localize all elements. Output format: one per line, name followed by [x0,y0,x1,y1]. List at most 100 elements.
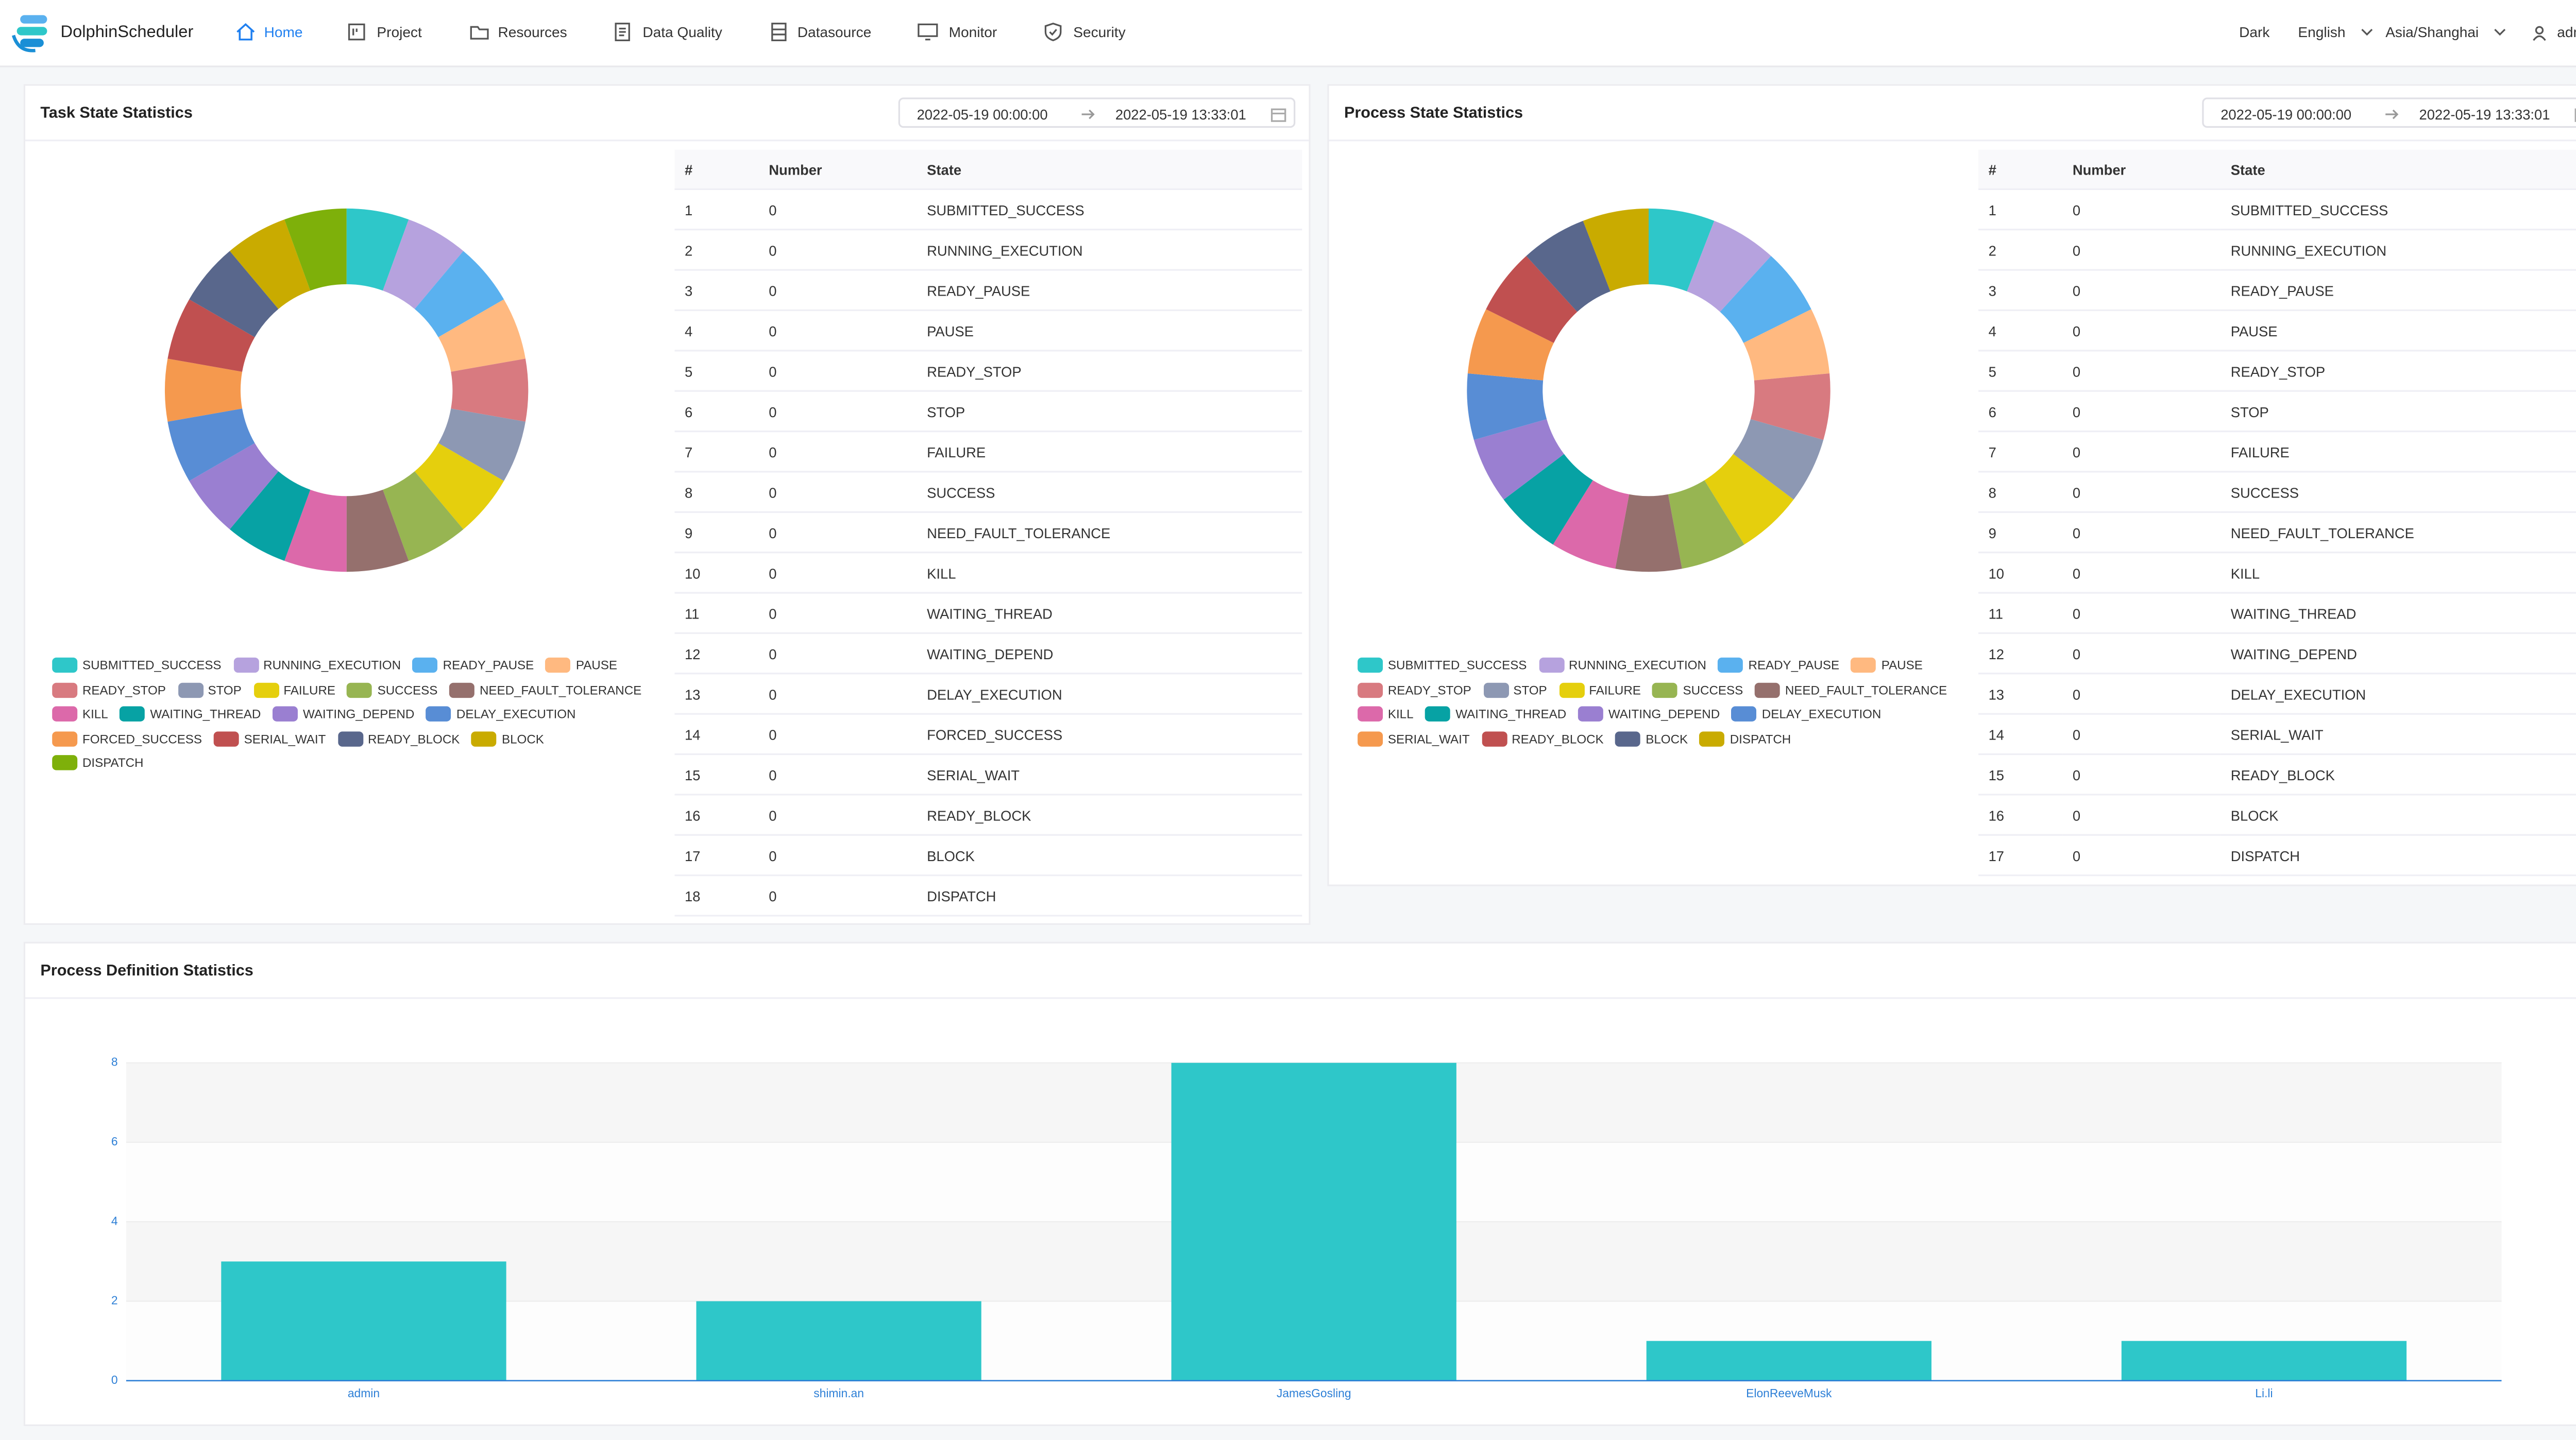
legend-label: FAILURE [283,682,336,698]
legend-item[interactable]: WAITING_THREAD [120,706,261,722]
legend-item[interactable]: NEED_FAULT_TOLERANCE [449,682,641,698]
legend-label: DISPATCH [1730,731,1791,746]
legend-label: WAITING_THREAD [1455,707,1567,722]
table-cell: 0 [758,593,917,635]
legend-item[interactable]: WAITING_DEPEND [1578,706,1720,722]
column-header: State [917,149,1302,190]
nav-item[interactable]: Resources [498,23,567,41]
table-cell: 10 [674,552,759,594]
legend-item[interactable]: DISPATCH [1699,731,1791,747]
legend-item[interactable]: SUCCESS [347,682,437,698]
table-cell: 10 [1978,552,2063,594]
nav-item[interactable]: Data Quality [642,23,722,41]
legend-item[interactable]: READY_PAUSE [1718,658,1839,674]
user-menu[interactable]: admin [2557,23,2576,41]
timezone-select[interactable]: Asia/Shanghai [2385,23,2479,41]
table-row: 8 0 SUCCESS [1978,471,2576,513]
legend-item[interactable]: FAILURE [253,682,335,698]
legend-item[interactable]: WAITING_DEPEND [273,706,414,722]
table-cell: 12 [674,633,759,675]
nav-item[interactable]: Security [1073,23,1126,41]
state-table: # Number State 1 0 SUBMITTED_SUCCESS 2 0 RUNNING… [1978,149,2576,877]
table-cell: 6 [674,391,759,433]
table-row: 9 0 NEED_FAULT_TOLERANCE [674,512,1302,554]
table-cell: READY_BLOCK [917,794,1302,836]
table-cell: 0 [2062,835,2221,877]
date-range-picker[interactable]: 2022-05-19 00:00:00 2022-05-19 13:33:01 [2202,97,2576,128]
legend-item[interactable]: READY_PAUSE [412,658,534,674]
nav-item[interactable]: Datasource [797,23,872,41]
table-cell: SUCCESS [2221,471,2576,513]
legend-swatch [1358,658,1383,673]
arrow-icon [1081,109,1095,119]
legend-item[interactable]: RUNNING_EXECUTION [233,658,401,674]
nav-item[interactable]: Home [264,23,303,41]
table-cell: 7 [1978,431,2063,473]
table-cell: 14 [674,714,759,756]
table-cell: 0 [758,431,917,473]
legend-item[interactable]: SUBMITTED_SUCCESS [52,658,222,674]
legend-item[interactable]: BLOCK [1615,731,1688,747]
legend-item[interactable]: FAILURE [1558,682,1641,698]
table-cell: 13 [1978,673,2063,715]
legend-item[interactable]: READY_BLOCK [1481,731,1604,747]
table-cell: 13 [674,673,759,715]
table-cell: 0 [758,673,917,715]
legend-label: READY_STOP [82,682,166,698]
table-cell: 0 [758,229,917,271]
table-cell: 0 [758,471,917,513]
legend-item[interactable]: FORCED_SUCCESS [52,731,202,747]
legend-item[interactable]: READY_STOP [52,682,166,698]
theme-toggle[interactable]: Dark [2239,23,2270,41]
legend-swatch [1481,731,1507,746]
legend-item[interactable]: STOP [177,682,242,698]
table-cell: 6 [1978,391,2063,433]
legend-label: NEED_FAULT_TOLERANCE [479,682,642,698]
table-cell: 0 [2062,310,2221,352]
legend-item[interactable]: PAUSE [1851,658,1923,674]
legend-item[interactable]: STOP [1483,682,1547,698]
nav-item[interactable]: Monitor [948,23,997,41]
table-row: 11 0 WAITING_THREAD [674,593,1302,635]
table-cell: READY_STOP [2221,350,2576,392]
legend-item[interactable]: DELAY_EXECUTION [426,706,575,722]
legend-item[interactable]: READY_STOP [1358,682,1471,698]
legend-item[interactable]: SERIAL_WAIT [1358,731,1470,747]
table-cell: FAILURE [917,431,1302,473]
end-date: 2022-05-19 13:33:01 [2419,106,2550,123]
datasource-icon [771,23,787,41]
legend-item[interactable]: SERIAL_WAIT [213,731,326,747]
table-cell: 0 [2062,794,2221,836]
legend-item[interactable]: BLOCK [471,731,544,747]
table-cell: 0 [2062,552,2221,594]
legend-item[interactable]: DISPATCH [52,755,143,771]
table-cell: DELAY_EXECUTION [917,673,1302,715]
legend-item[interactable]: KILL [52,706,108,722]
legend-item[interactable]: SUBMITTED_SUCCESS [1358,658,1527,674]
legend-swatch [213,731,239,746]
legend-item[interactable]: PAUSE [546,658,617,674]
legend-item[interactable]: SUCCESS [1652,682,1743,698]
nav-item[interactable]: Project [377,23,422,41]
table-row: 3 0 READY_PAUSE [674,270,1302,312]
language-select[interactable]: English [2298,23,2346,41]
table-cell: 9 [1978,512,2063,554]
table-cell: 0 [758,270,917,312]
table-cell: STOP [2221,391,2576,433]
legend-swatch [412,658,438,673]
table-cell: SUBMITTED_SUCCESS [2221,189,2576,231]
legend-item[interactable]: DELAY_EXECUTION [1732,706,1881,722]
legend-swatch [1358,707,1383,722]
table-cell: 0 [2062,391,2221,433]
legend-item[interactable]: RUNNING_EXECUTION [1538,658,1706,674]
table-cell: 5 [674,350,759,392]
security-icon [1044,22,1062,42]
legend-item[interactable]: NEED_FAULT_TOLERANCE [1755,682,1947,698]
legend-label: STOP [208,682,242,698]
legend-item[interactable]: READY_BLOCK [337,731,460,747]
date-range-picker[interactable]: 2022-05-19 00:00:00 2022-05-19 13:33:01 [898,97,1296,128]
legend-item[interactable]: WAITING_THREAD [1425,706,1566,722]
legend-item[interactable]: KILL [1358,706,1414,722]
table-cell: 0 [758,310,917,352]
